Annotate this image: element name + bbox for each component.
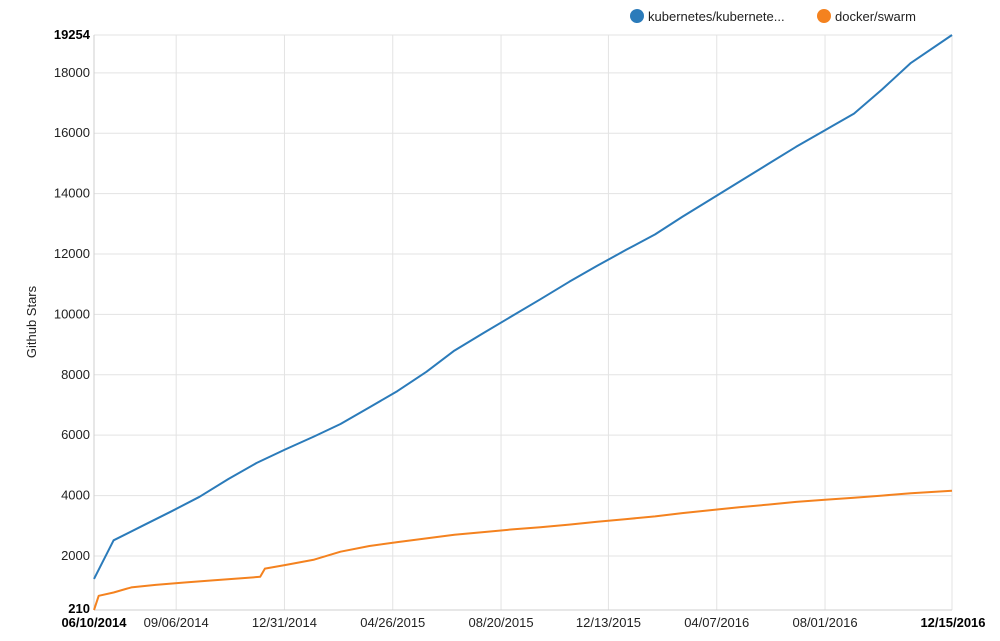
y-tick-label: 16000	[54, 125, 90, 140]
y-tick-label: 6000	[61, 427, 90, 442]
x-tick-label: 12/31/2014	[252, 615, 317, 630]
series-line-docker-swarm[interactable]	[93, 489, 953, 611]
axes: Github Stars 2000 4000 6000 8000 10000 12000 1…	[24, 27, 986, 630]
legend-swatch-docker-swarm[interactable]	[817, 9, 831, 23]
legend-label-kubernetes[interactable]: kubernetes/kubernete...	[648, 9, 785, 24]
legend-label-docker-swarm[interactable]: docker/swarm	[835, 9, 916, 24]
y-tick-label: 2000	[61, 548, 90, 563]
y-tick-label: 10000	[54, 306, 90, 321]
x-tick-label: 12/13/2015	[576, 615, 641, 630]
x-tick-label: 08/01/2016	[792, 615, 857, 630]
x-start-label: 06/10/2014	[61, 615, 127, 630]
y-min-label: 210	[68, 601, 90, 616]
y-tick-label: 12000	[54, 246, 90, 261]
grid	[94, 34, 953, 610]
y-tick-label: 14000	[54, 186, 90, 201]
legend[interactable]: kubernetes/kubernete... docker/swarm	[630, 9, 916, 24]
y-tick-label: 8000	[61, 367, 90, 382]
series-lines	[93, 34, 953, 611]
y-axis-label: Github Stars	[24, 285, 39, 358]
x-end-label: 12/15/2016	[920, 615, 985, 630]
y-tick-label: 18000	[54, 65, 90, 80]
x-tick-label: 08/20/2015	[469, 615, 534, 630]
legend-swatch-kubernetes[interactable]	[630, 9, 644, 23]
y-tick-label: 4000	[61, 488, 90, 503]
x-tick-label: 04/07/2016	[684, 615, 749, 630]
y-max-label: 19254	[54, 27, 91, 42]
x-tick-label: 04/26/2015	[360, 615, 425, 630]
series-line-kubernetes[interactable]	[93, 34, 953, 580]
x-tick-label: 09/06/2014	[144, 615, 209, 630]
